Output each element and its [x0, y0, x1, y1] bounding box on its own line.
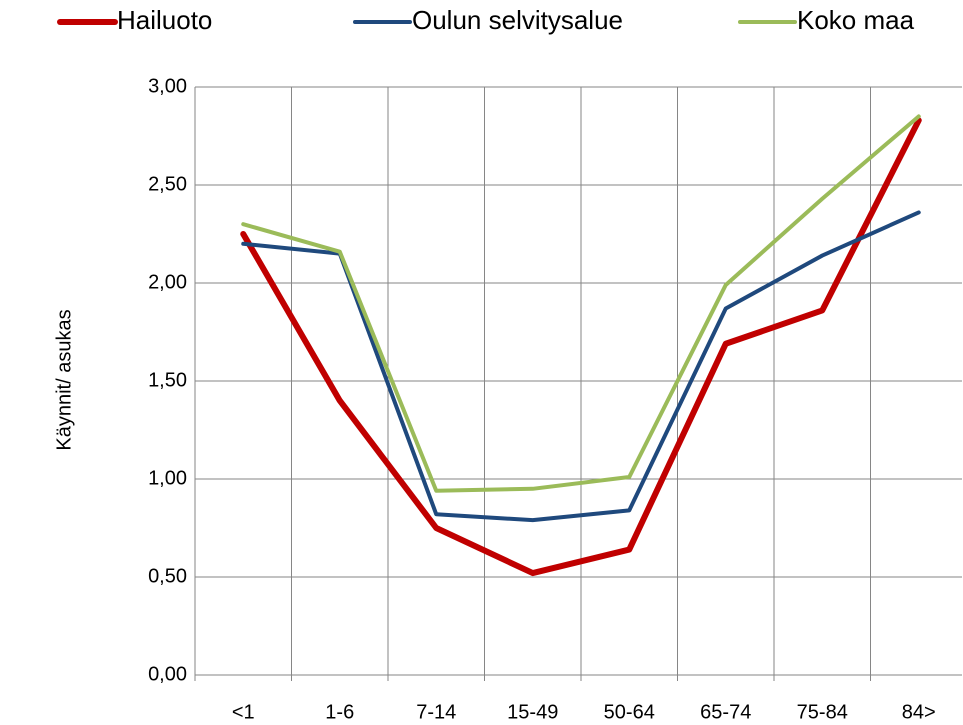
- y-tick-label: 0,00: [148, 663, 187, 685]
- legend-label: Koko maa: [797, 5, 915, 35]
- y-tick-label: 2,50: [148, 173, 187, 195]
- series-line: [241, 114, 921, 493]
- series-line: [240, 117, 922, 577]
- y-tick-label: 1,50: [148, 369, 187, 391]
- y-tick-label: 1,00: [148, 467, 187, 489]
- legend-label: Hailuoto: [117, 5, 212, 35]
- x-tick-label: 1-6: [325, 701, 354, 723]
- x-tick-label: 75-84: [797, 701, 848, 723]
- x-tick-label: 50-64: [604, 701, 655, 723]
- series-line: [241, 210, 921, 523]
- x-tick-label: <1: [232, 701, 255, 723]
- x-tick-label: 15-49: [507, 701, 558, 723]
- y-axis-label: Käynnit/ asukas: [53, 309, 75, 450]
- x-tick-label: 84>: [902, 701, 936, 723]
- y-tick-label: 3,00: [148, 75, 187, 97]
- legend-label: Oulun selvitysalue: [412, 5, 623, 35]
- x-tick-label: 7-14: [416, 701, 456, 723]
- y-tick-label: 0,50: [148, 565, 187, 587]
- x-tick-label: 65-74: [700, 701, 751, 723]
- y-tick-label: 2,00: [148, 271, 187, 293]
